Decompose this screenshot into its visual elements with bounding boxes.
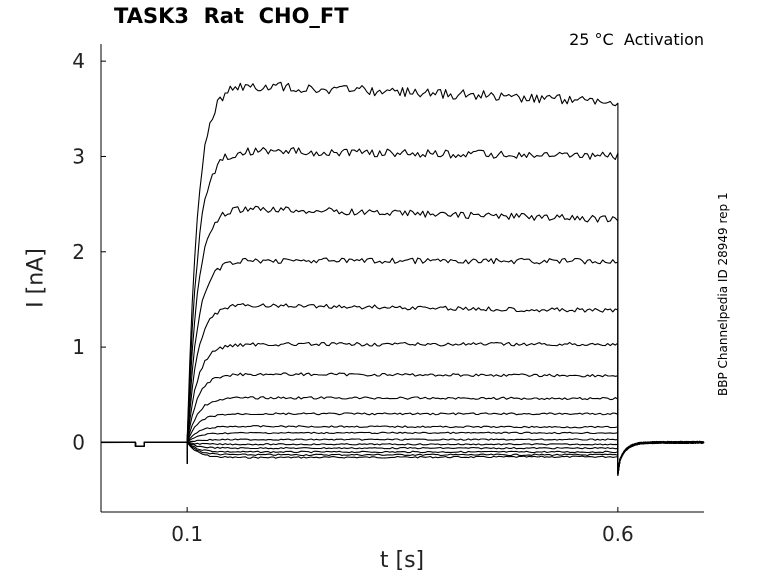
x-axis-label: t [s] (379, 548, 425, 573)
current-trace (100, 372, 704, 475)
current-trace (101, 81, 705, 477)
y-axis-label: I [nA] (23, 248, 49, 308)
chart-axes: 0 1 2 3 4 0.1 0.6 (72, 44, 704, 546)
x-tick-label: 0.6 (602, 522, 634, 546)
y-tick-label: 3 (72, 144, 85, 168)
source-id-label: BBP Channelpedia ID 28949 rep 1 (716, 192, 730, 396)
temperature-protocol-label: 25 °C Activation (569, 30, 704, 49)
current-traces (100, 81, 705, 477)
x-tick-label: 0.1 (171, 522, 203, 546)
y-tick-label: 1 (72, 335, 85, 359)
chart-title: TASK3 Rat CHO_FT (114, 4, 349, 28)
y-tick-label: 4 (72, 49, 85, 73)
y-tick-label: 2 (72, 240, 85, 264)
y-tick-label: 0 (72, 430, 85, 454)
